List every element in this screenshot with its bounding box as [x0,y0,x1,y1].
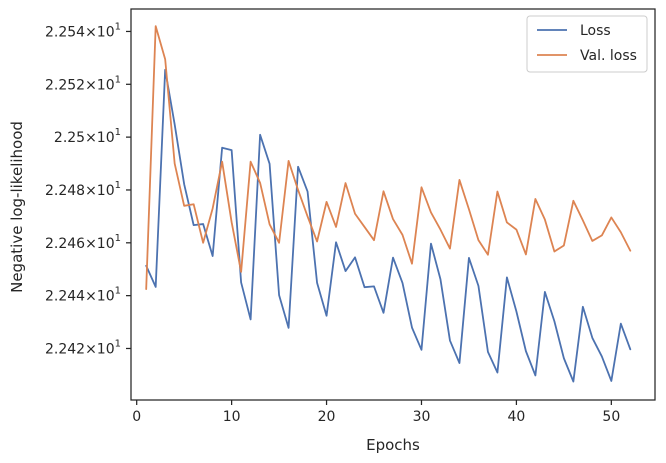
x-tick-label: 50 [602,409,620,425]
series-layer [145,25,632,383]
x-axis-ticks: 0 10 20 30 40 50 [132,400,620,425]
y-tick-label: 2.246×101 [45,233,121,252]
x-tick-label: 0 [132,409,141,425]
y-axis-ticks: 2.242×101 2.244×101 2.246×101 2.248×101 2.25… [45,21,131,357]
y-tick-label: 2.242×101 [45,338,121,357]
y-tick-label: 2.252×101 [45,74,121,93]
x-tick-label: 30 [413,409,431,425]
y-axis-label: Negative log-likelihood [8,121,26,293]
plot-area [130,8,656,401]
legend: Loss Val. loss [526,15,648,73]
series-line-loss [145,68,632,383]
legend-label-val-loss: Val. loss [580,48,637,64]
y-tick-label: 2.244×101 [45,286,121,305]
legend-label-loss: Loss [580,23,611,39]
x-tick-label: 20 [318,409,336,425]
series-line-val-loss [145,25,632,290]
y-tick-label: 2.248×101 [45,180,121,199]
x-tick-label: 40 [507,409,525,425]
x-tick-label: 10 [223,409,241,425]
y-tick-label: 2.25×101 [54,127,121,146]
y-tick-label: 2.254×101 [45,21,121,40]
x-axis-label: Epochs [366,436,420,454]
